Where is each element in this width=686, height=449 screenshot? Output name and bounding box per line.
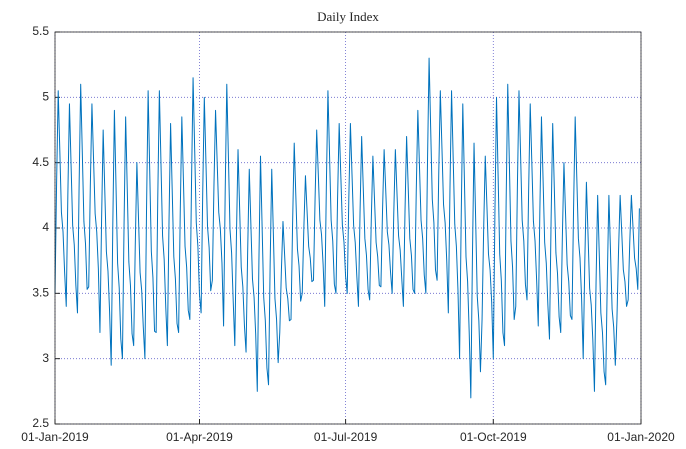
x-tick-label: 01-Oct-2019 [460,430,527,444]
y-tick-label: 3.5 [32,286,49,300]
x-tick-label: 01-Apr-2019 [166,430,233,444]
y-tick-label: 4.5 [32,155,49,169]
y-tick-label: 4 [42,220,49,234]
axes-box [54,31,642,425]
x-tick-label: 01-Jan-2020 [607,430,675,444]
x-tick-label: 01-Jul-2019 [314,430,378,444]
y-tick-label: 3 [42,351,49,365]
x-tick-label: 01-Jan-2019 [21,430,89,444]
data-line [54,57,640,399]
chart-title: Daily Index [317,9,379,24]
y-tick-label: 2.5 [32,416,49,430]
y-tick-label: 5 [42,90,49,104]
y-tick-label: 5.5 [32,24,49,38]
